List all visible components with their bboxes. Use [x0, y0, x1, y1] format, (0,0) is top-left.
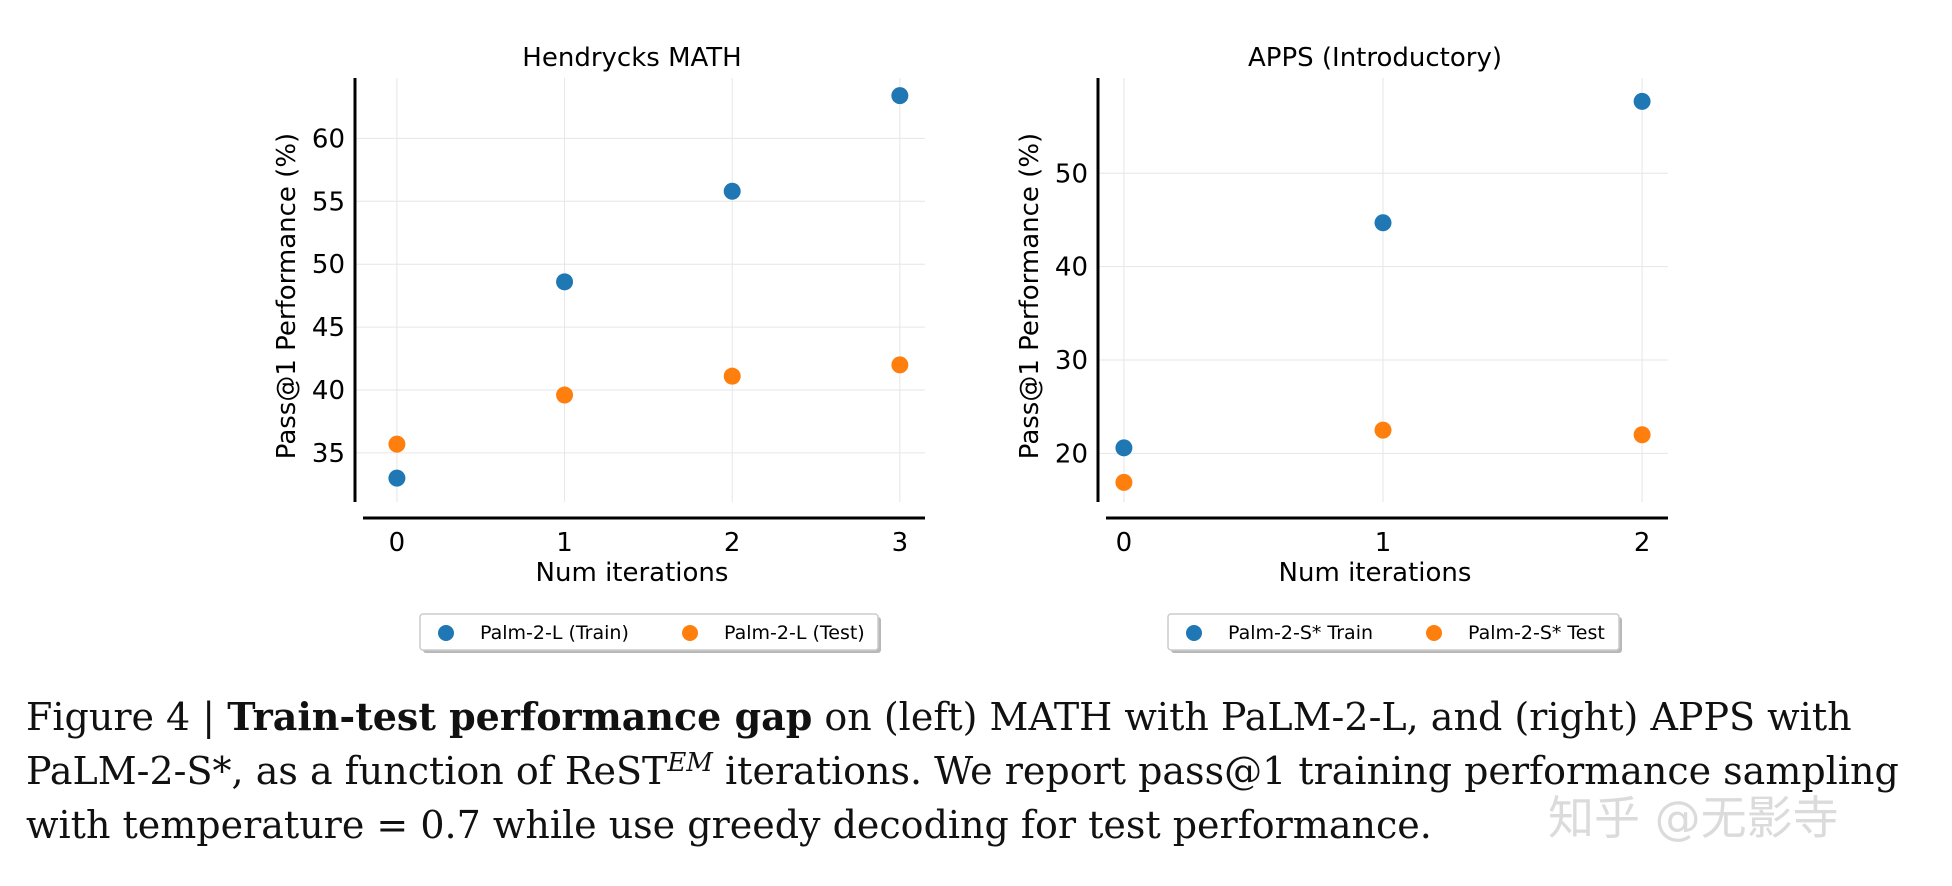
y-tick-label: 45: [312, 313, 345, 343]
x-tick-label: 0: [1116, 528, 1133, 558]
data-point: [1115, 439, 1133, 457]
x-tick-label: 1: [556, 528, 573, 558]
x-tick-label: 2: [1634, 528, 1651, 558]
figure-caption: Figure 4 | Train-test performance gap on…: [26, 690, 1936, 852]
data-point: [1633, 426, 1651, 444]
y-tick-label: 55: [312, 187, 345, 217]
legend-label: Palm-2-L (Train): [480, 622, 629, 644]
x-axis-label: Num iterations: [536, 558, 729, 588]
caption-superscript: EM: [667, 748, 713, 778]
data-point: [1115, 473, 1133, 491]
data-point: [388, 435, 406, 453]
y-tick-label: 40: [312, 376, 345, 406]
data-point: [891, 87, 909, 105]
y-tick-label: 30: [1055, 346, 1088, 376]
y-axis-label: Pass@1 Performance (%): [1015, 133, 1045, 459]
x-tick-label: 0: [389, 528, 406, 558]
caption-bold: Train-test performance gap: [227, 694, 813, 739]
legend-box: [419, 613, 879, 651]
caption-part1: on (left) MATH with PaLM-2-L, and (right…: [26, 695, 1852, 793]
data-point: [1633, 92, 1651, 110]
x-tick-label: 2: [724, 528, 741, 558]
data-point: [1374, 421, 1392, 439]
y-tick-label: 20: [1055, 439, 1088, 469]
y-tick-label: 50: [312, 250, 345, 280]
legend-label: Palm-2-S* Test: [1468, 622, 1605, 644]
caption-prefix: Figure 4 |: [26, 695, 228, 739]
x-axis-label: Num iterations: [1279, 558, 1472, 588]
data-point: [556, 386, 574, 404]
data-point: [891, 356, 909, 374]
legend-box: [1167, 613, 1620, 651]
legend-label: Palm-2-L (Test): [724, 622, 865, 644]
chart-panel-2: 0 1 2 20 30 40 50 APPS (Introductory) Num iterat…: [1015, 43, 1668, 653]
legend-marker: [1186, 625, 1202, 641]
data-point: [723, 367, 741, 385]
data-point: [723, 182, 741, 200]
x-tick-label: 3: [892, 528, 909, 558]
watermark: 知乎 @无影寺: [1548, 791, 1839, 845]
legend-marker: [1426, 625, 1442, 641]
legend-marker: [682, 625, 698, 641]
chart-title: APPS (Introductory): [1248, 43, 1502, 73]
y-tick-label: 40: [1055, 253, 1088, 283]
data-point: [388, 469, 406, 487]
y-tick-label: 60: [312, 124, 345, 154]
chart-title: Hendrycks MATH: [522, 43, 741, 73]
legend-marker: [438, 625, 454, 641]
x-tick-label: 1: [1375, 528, 1392, 558]
y-tick-label: 35: [312, 439, 345, 469]
legend-label: Palm-2-S* Train: [1228, 622, 1373, 644]
chart-panel-1: 0 1 2 3 35 40 45 50 55 60 Hendrycks MATH Num iterat…: [272, 43, 925, 653]
data-point: [556, 273, 574, 291]
y-axis-label: Pass@1 Performance (%): [272, 133, 302, 459]
y-tick-label: 50: [1055, 159, 1088, 189]
data-point: [1374, 214, 1392, 232]
caption-part2: iterations. We report pass@1 training pe…: [26, 749, 1899, 847]
